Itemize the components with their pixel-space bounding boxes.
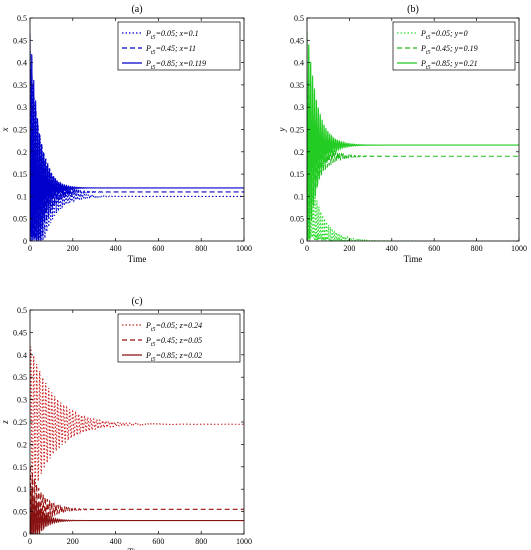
y-tick-label: 0.5 [17,306,27,315]
chart-panel-2: (b) 0 200 400 600 800 1000 0 0.05 0.1 0.15 0.2 0.25 0… [277,4,527,264]
y-axis-label: x [0,128,10,133]
x-tick-label: 800 [195,244,207,253]
y-tick-label: 0.45 [13,328,27,337]
y-tick-label: 0.35 [13,81,27,90]
x-axis-label: Time [404,254,423,264]
series-line-1 [30,346,244,498]
y-tick-label: 0.25 [290,126,304,135]
y-tick-label: 0.4 [294,59,304,68]
x-tick-label: 1000 [236,244,252,253]
x-tick-label: 1000 [511,244,527,253]
y-tick-label: 0.05 [13,215,27,224]
y-tick-label: 0.4 [17,59,27,68]
plot-area [30,33,244,241]
series-line-2 [30,51,244,241]
chart-panel-3: (c) 0 200 400 600 800 1000 0 0.05 0.1 0.15 0.2 0.25 0… [0,296,252,550]
legend-box [392,21,516,71]
legend-entry: Pt5=0.45; x=11 [145,44,196,56]
y-tick-label: 0.45 [290,36,304,45]
legend-entry: Pt5=0.05; y=0 [420,29,468,41]
series-line-1 [307,155,519,241]
y-tick-label: 0.5 [17,14,27,23]
x-tick-label: 600 [152,244,164,253]
legend-entry: Pt5=0.05; z=0.24 [145,321,202,333]
series-line-3 [307,31,519,240]
x-axis-label: Time [128,547,147,550]
legend-box [117,21,241,71]
y-tick-label: 0.2 [17,148,27,157]
y-axis-label: z [0,420,10,425]
series-line-2 [30,465,244,534]
legend-box [117,313,241,363]
y-tick-label: 0.35 [13,373,27,382]
y-tick-label: 0.45 [13,36,27,45]
chart-panel-1: (a) 0 200 400 600 800 1000 0 0.05 0.1 0.15 0.2 0.25 0… [0,4,252,264]
x-tick-label: 400 [110,244,122,253]
y-tick-label: 0.1 [17,192,27,201]
x-tick-label: 1000 [236,537,252,546]
x-tick-label: 600 [152,537,164,546]
y-tick-label: 0.15 [13,463,27,472]
y-tick-label: 0.2 [294,148,304,157]
x-tick-label: 400 [386,244,398,253]
y-tick-label: 0.5 [294,14,304,23]
x-tick-label: 200 [343,244,355,253]
legend-entry: Pt5=0.45; z=0.05 [145,336,202,348]
y-tick-label: 0.3 [17,396,27,405]
series-line-1 [30,68,244,241]
plot-area [30,346,244,534]
series-line-3 [30,483,244,534]
x-tick-label: 800 [195,537,207,546]
y-tick-label: 0.05 [290,215,304,224]
legend: Pt5=0.05; x=0.1 Pt5=0.45; x=11 Pt5=0.85; x… [117,21,241,71]
series-line-3 [30,33,244,241]
y-tick-label: 0.15 [13,170,27,179]
y-axis-label: y [277,128,287,133]
y-tick-label: 0.1 [294,192,304,201]
x-tick-label: 400 [110,537,122,546]
x-tick-label: 800 [471,244,483,253]
panel-label: (a) [131,4,142,15]
y-tick-label: 0.25 [13,126,27,135]
legend-entry: Pt5=0.85; y=0.21 [420,59,478,71]
x-tick-label: 0 [28,537,32,546]
y-tick-label: 0.1 [17,485,27,494]
panel-label: (b) [407,4,419,15]
x-tick-label: 0 [28,244,32,253]
panel-label: (c) [131,296,142,307]
legend-entry: Pt5=0.85; x=0.119 [145,59,206,71]
legend-entry: Pt5=0.45; y=0.19 [420,44,478,56]
y-tick-label: 0 [300,237,304,246]
x-tick-label: 0 [305,244,309,253]
y-tick-label: 0.3 [17,103,27,112]
y-tick-label: 0.35 [290,81,304,90]
y-tick-label: 0 [23,237,27,246]
x-axis-label: Time [128,254,147,264]
y-tick-label: 0.4 [17,351,27,360]
legend: Pt5=0.05; z=0.24 Pt5=0.45; z=0.05 Pt5=0.85… [117,313,241,363]
y-tick-label: 0.2 [17,440,27,449]
x-tick-label: 600 [428,244,440,253]
x-tick-label: 200 [67,244,79,253]
y-tick-label: 0.05 [13,508,27,517]
x-tick-label: 200 [67,537,79,546]
legend: Pt5=0.05; y=0 Pt5=0.45; y=0.19 Pt5=0.85; y… [392,21,516,71]
legend-entry: Pt5=0.05; x=0.1 [145,29,199,41]
y-tick-label: 0.25 [13,418,27,427]
y-tick-label: 0.15 [290,170,304,179]
legend-entry: Pt5=0.85; z=0.02 [145,351,202,363]
y-tick-label: 0.3 [294,103,304,112]
y-tick-label: 0 [23,530,27,539]
series-line-2 [307,81,519,223]
